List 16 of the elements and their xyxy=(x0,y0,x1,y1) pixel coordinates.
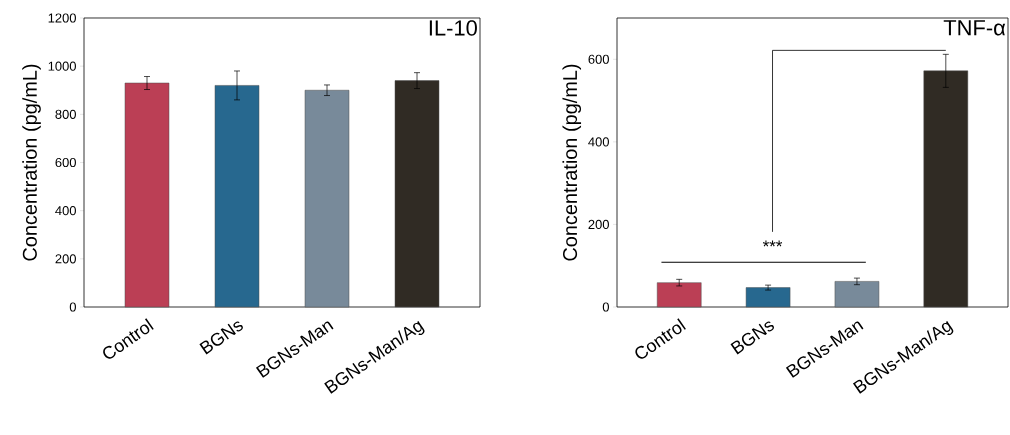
y-tick-label: 400 xyxy=(588,137,609,147)
y-tick-label: 1000 xyxy=(48,61,76,71)
y-axis-title: Concentration (pg/mL) xyxy=(22,64,41,261)
y-tick-label: 0 xyxy=(69,302,76,312)
y-tick-label: 1200 xyxy=(48,13,76,23)
y-tick-label: 600 xyxy=(55,157,76,168)
y-axis-title: Concentration (pg/mL) xyxy=(562,64,582,261)
chart-title: IL-10 xyxy=(429,20,477,36)
y-tick-label: 600 xyxy=(588,54,609,64)
y-tick-label: 200 xyxy=(55,254,76,264)
chart-title: TNF-α xyxy=(943,20,1006,36)
y-tick-label: 200 xyxy=(588,219,609,230)
y-tick-label: 400 xyxy=(55,206,76,216)
y-tick-label: 0 xyxy=(602,302,609,312)
annotation: *** xyxy=(762,240,783,247)
y-tick-label: 800 xyxy=(55,109,76,119)
